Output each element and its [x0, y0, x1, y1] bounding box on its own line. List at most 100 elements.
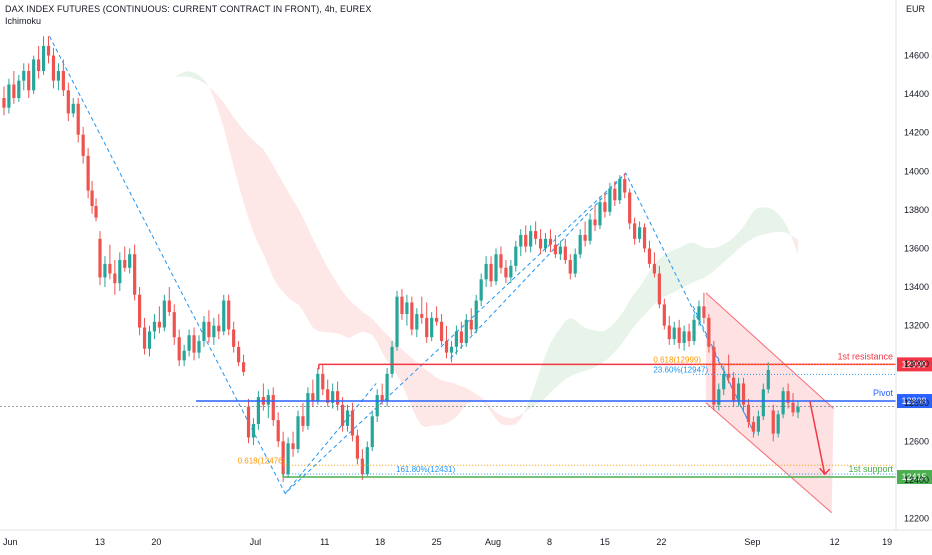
- candle-body: [647, 248, 652, 264]
- ichimoku-cloud-segment: [783, 219, 789, 234]
- ichimoku-cloud-segment: [377, 324, 383, 353]
- ichimoku-cloud-segment: [515, 414, 521, 425]
- fib-annotation-label: 0.618(12999): [653, 355, 701, 364]
- candle-body: [167, 300, 171, 313]
- x-tick-label: 11: [320, 537, 329, 547]
- ichimoku-cloud-segment: [253, 140, 259, 245]
- candle-body: [524, 234, 528, 247]
- candle-body: [578, 234, 582, 255]
- candle-body: [692, 319, 696, 342]
- ichimoku-cloud-segment: [278, 174, 284, 292]
- ichimoku-cloud-segment: [238, 123, 244, 203]
- candle-body: [237, 346, 241, 363]
- ichimoku-cloud-segment: [758, 207, 764, 236]
- ichimoku-cloud-segment: [570, 317, 576, 377]
- candle-body: [306, 393, 310, 426]
- candle-body: [712, 346, 716, 405]
- candle-body: [608, 188, 612, 212]
- candle-body: [514, 246, 518, 266]
- candle-body: [449, 346, 454, 353]
- ichimoku-cloud-segment: [248, 135, 254, 233]
- ichimoku-cloud-segment: [530, 383, 536, 409]
- candle-body: [687, 331, 691, 342]
- ichimoku-cloud-segment: [580, 324, 586, 373]
- x-tick-label: 20: [151, 537, 161, 547]
- candle-body: [17, 80, 21, 99]
- ichimoku-cloud-segment: [337, 283, 343, 336]
- ichimoku-cloud-segment: [203, 79, 209, 87]
- ichimoku-cloud-segment: [312, 238, 318, 331]
- ichimoku-cloud-segment: [179, 72, 185, 77]
- candle-body: [360, 458, 364, 475]
- candle-body: [157, 321, 161, 328]
- candle-body: [301, 416, 305, 426]
- ichimoku-cloud-segment: [649, 264, 655, 310]
- candle-body: [56, 71, 61, 81]
- ichimoku-cloud-segment: [208, 86, 214, 98]
- ichimoku-cloud-segment: [723, 241, 729, 263]
- fib-annotation-label: 161.80%(12431): [396, 465, 455, 474]
- ichimoku-cloud-segment: [273, 165, 279, 287]
- candle-body: [103, 263, 107, 278]
- ichimoku-cloud-segment: [664, 252, 670, 297]
- candle-body: [27, 71, 31, 91]
- y-tick-label: 12400: [904, 475, 929, 485]
- ichimoku-cloud-segment: [233, 117, 239, 185]
- candle-body: [454, 331, 459, 347]
- candle-body: [326, 389, 330, 403]
- candle-body: [90, 190, 94, 207]
- candle-body: [796, 406, 800, 413]
- candle-body: [499, 254, 503, 268]
- y-tick-label: 12600: [904, 436, 929, 446]
- ichimoku-cloud-segment: [189, 71, 195, 79]
- ichimoku-cloud-segment: [634, 286, 640, 326]
- ichimoku-cloud-segment: [743, 218, 749, 245]
- ichimoku-cloud-segment: [352, 302, 358, 337]
- candle-body: [717, 389, 721, 405]
- ichimoku-cloud-segment: [426, 370, 432, 427]
- candle-body: [727, 373, 731, 378]
- y-tick-label: 14200: [904, 128, 929, 138]
- ichimoku-cloud-segment: [595, 330, 600, 367]
- candle-body: [227, 300, 231, 330]
- ichimoku-cloud-segment: [689, 242, 695, 285]
- ichimoku-cloud-segment: [258, 144, 264, 255]
- ichimoku-cloud-segment: [293, 200, 299, 305]
- ichimoku-cloud-segment: [194, 72, 200, 81]
- candle-body: [276, 420, 280, 442]
- x-tick-label: Aug: [485, 537, 501, 547]
- candle-body: [222, 300, 226, 332]
- ichimoku-cloud-layer: [129, 71, 798, 427]
- ichimoku-cloud-segment: [174, 73, 180, 78]
- candle-body: [538, 238, 543, 249]
- ichimoku-cloud-segment: [362, 311, 368, 333]
- candle-body: [479, 279, 483, 301]
- level-price-badge: [897, 357, 932, 372]
- candle-body: [484, 263, 488, 280]
- candle-body: [118, 260, 122, 284]
- candle-body: [558, 246, 562, 255]
- candle-body: [410, 302, 414, 330]
- x-tick-label: 13: [95, 537, 105, 547]
- ichimoku-cloud-segment: [738, 226, 744, 250]
- candles-layer: [2, 36, 800, 482]
- candle-body: [662, 304, 666, 326]
- candle-body: [197, 341, 201, 353]
- candle-body: [390, 346, 394, 374]
- candle-body: [212, 325, 216, 338]
- ichimoku-cloud-segment: [317, 248, 323, 332]
- candle-body: [133, 254, 137, 295]
- candle-body: [464, 319, 468, 343]
- candle-body: [672, 327, 676, 340]
- ichimoku-cloud-segment: [406, 353, 412, 408]
- candle-body: [568, 260, 572, 274]
- ichimoku-cloud-segment: [500, 415, 506, 426]
- candle-body: [583, 234, 587, 241]
- ichimoku-cloud-segment: [441, 380, 447, 425]
- candle-body: [702, 306, 706, 318]
- candle-body: [380, 395, 384, 401]
- ichimoku-cloud-segment: [199, 75, 204, 83]
- ichimoku-cloud-segment: [748, 211, 754, 242]
